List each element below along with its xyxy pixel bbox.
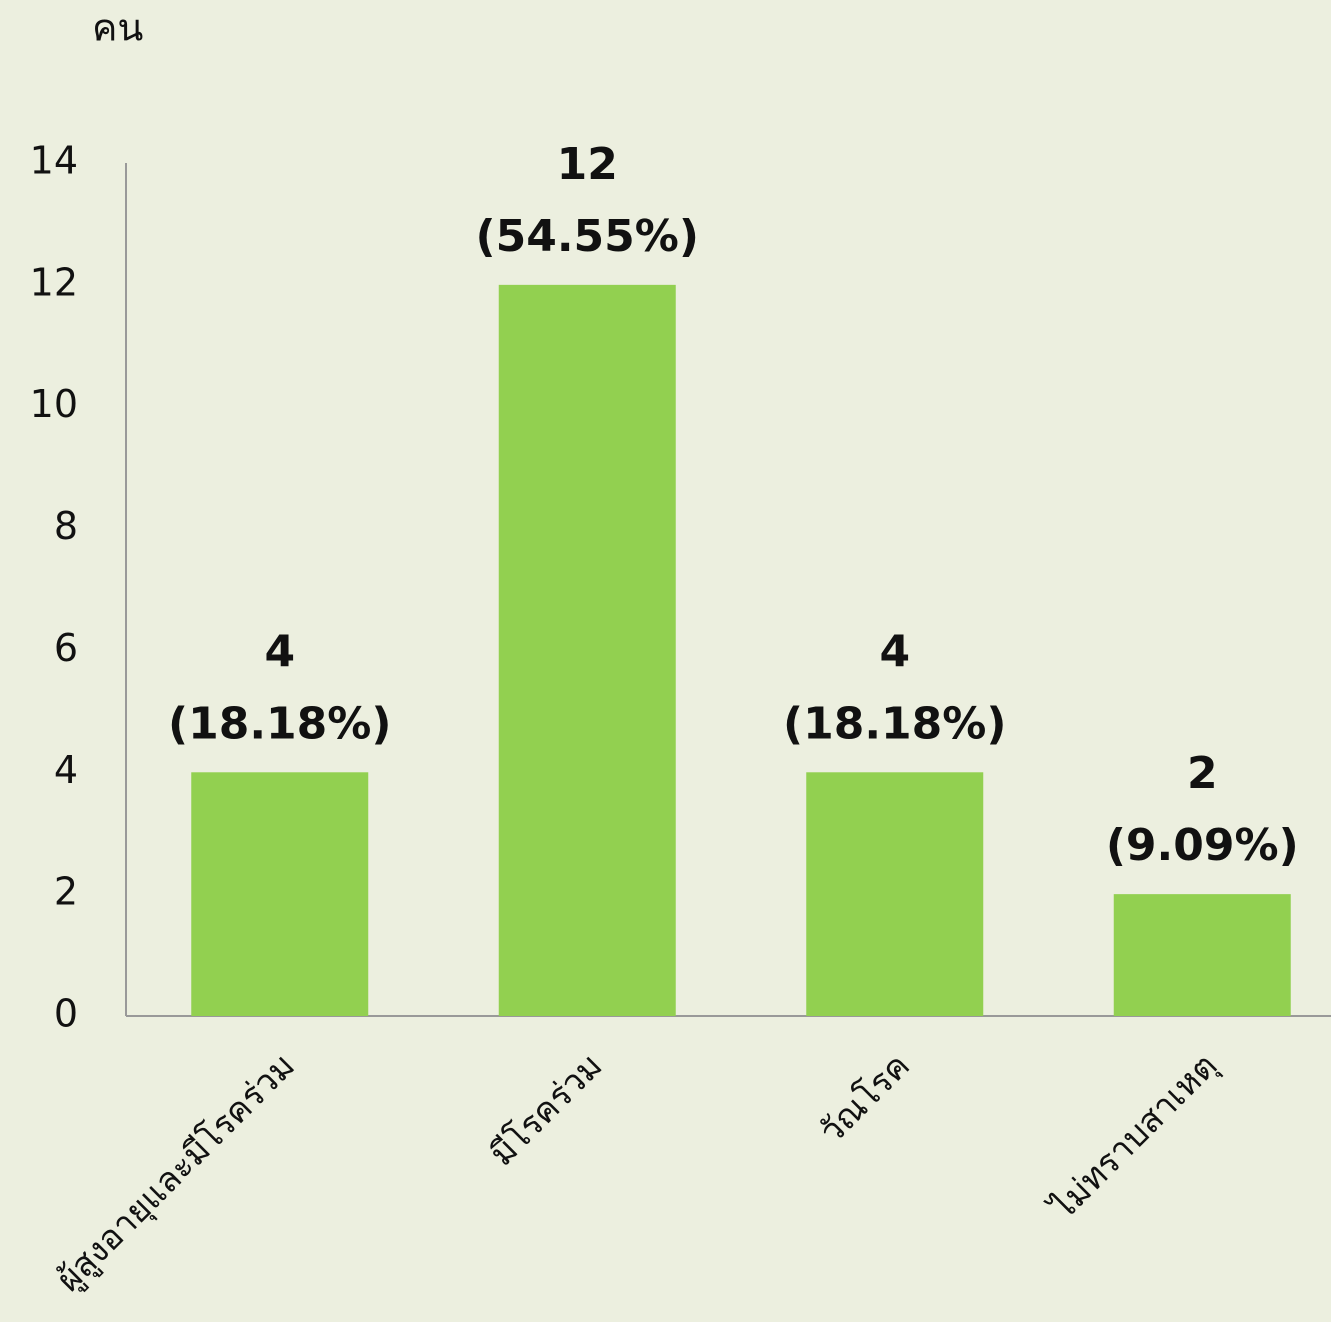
- percent-label: (9.09%): [1106, 820, 1299, 871]
- y-tick-label: 12: [30, 260, 78, 304]
- data-label: 2: [1187, 748, 1218, 799]
- bar: [1113, 894, 1291, 1016]
- y-tick-label: 6: [54, 626, 78, 670]
- percent-label: (18.18%): [168, 698, 391, 749]
- data-label: 4: [879, 626, 910, 677]
- percent-label: (54.55%): [476, 211, 699, 262]
- y-tick-label: 2: [54, 870, 78, 914]
- y-tick-label: 10: [30, 382, 78, 426]
- y-tick-label: 14: [30, 139, 78, 183]
- percent-label: (18.18%): [783, 698, 1006, 749]
- data-label: 12: [557, 139, 618, 190]
- bar: [191, 772, 369, 1016]
- y-tick-label: 0: [54, 992, 78, 1036]
- data-label: 4: [264, 626, 295, 677]
- y-axis-label: คน: [92, 6, 143, 50]
- bar: [806, 772, 984, 1016]
- y-tick-label: 4: [54, 748, 78, 792]
- bar: [498, 284, 676, 1016]
- y-tick-label: 8: [54, 504, 78, 548]
